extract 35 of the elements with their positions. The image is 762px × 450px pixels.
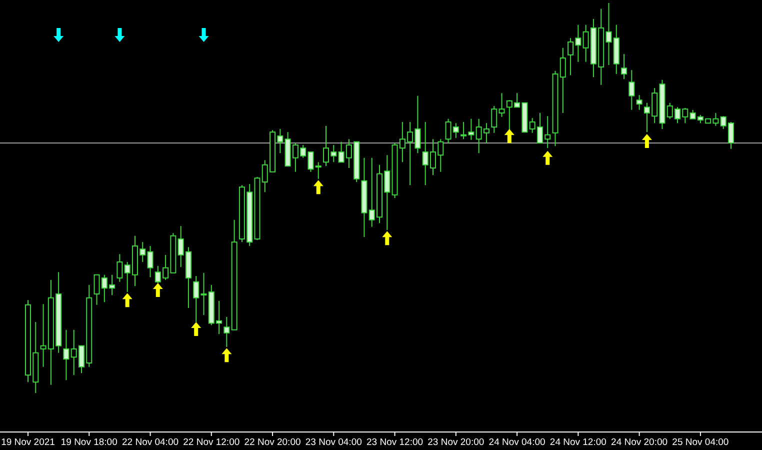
candlestick — [498, 92, 505, 118]
candlestick — [63, 329, 70, 381]
point — [642, 134, 652, 148]
point — [54, 28, 64, 42]
point — [152, 283, 163, 298]
x-tick-label: 23 Nov 20:00 — [428, 437, 484, 448]
candlestick — [193, 276, 200, 323]
point — [222, 348, 232, 362]
x-tick-label: 19 Nov 18:00 — [60, 437, 118, 448]
candlestick — [621, 54, 628, 80]
candlestick — [491, 105, 498, 134]
point — [191, 322, 202, 336]
candlestick — [628, 70, 635, 110]
candlestick — [224, 316, 230, 348]
candlestick — [147, 245, 154, 278]
x-tick-label: 19 Nov 2021 — [1, 437, 55, 448]
x-tick-label: 25 Nov 04:00 — [672, 437, 729, 448]
x-tick-label: 22 Nov 20:00 — [244, 437, 301, 448]
x-tick-label: 24 Nov 20:00 — [611, 437, 668, 448]
point — [122, 293, 132, 308]
point — [198, 28, 209, 42]
candlestick — [116, 254, 123, 282]
candlestick — [636, 94, 642, 110]
point — [313, 180, 324, 194]
x-tick-label: 23 Nov 04:00 — [305, 437, 362, 448]
x-tick-label: 22 Nov 04:00 — [122, 437, 179, 448]
x-tick-label: 22 Nov 12:00 — [183, 437, 240, 448]
x-tick-label: 24 Nov 12:00 — [550, 437, 606, 448]
point — [382, 231, 392, 246]
point — [504, 128, 514, 143]
point — [542, 150, 553, 165]
candlestick — [315, 162, 322, 180]
x-tick-label: 23 Nov 12:00 — [366, 437, 424, 448]
point — [114, 28, 125, 42]
x-tick-label: 24 Nov 04:00 — [488, 437, 546, 448]
